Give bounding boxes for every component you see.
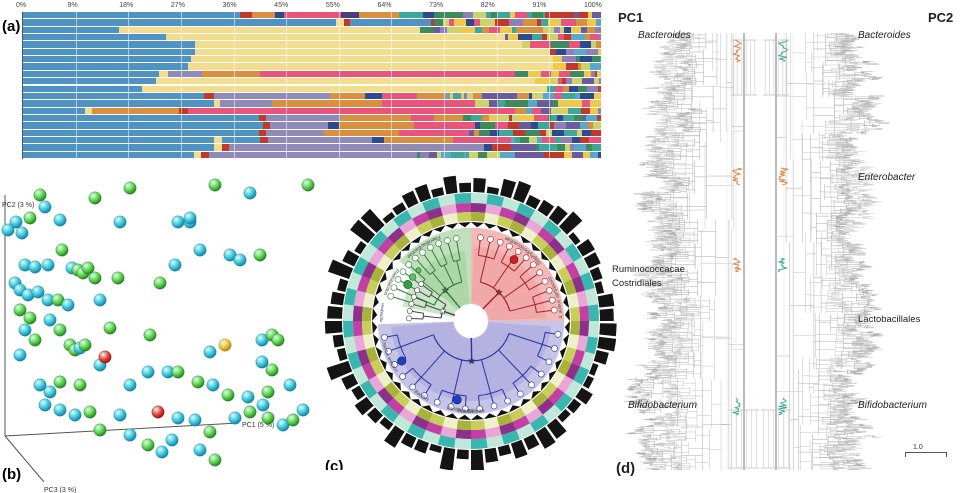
svg-text:PC3 (3 %): PC3 (3 %) <box>44 487 76 493</box>
svg-text:PC2 (3 %): PC2 (3 %) <box>2 202 34 209</box>
